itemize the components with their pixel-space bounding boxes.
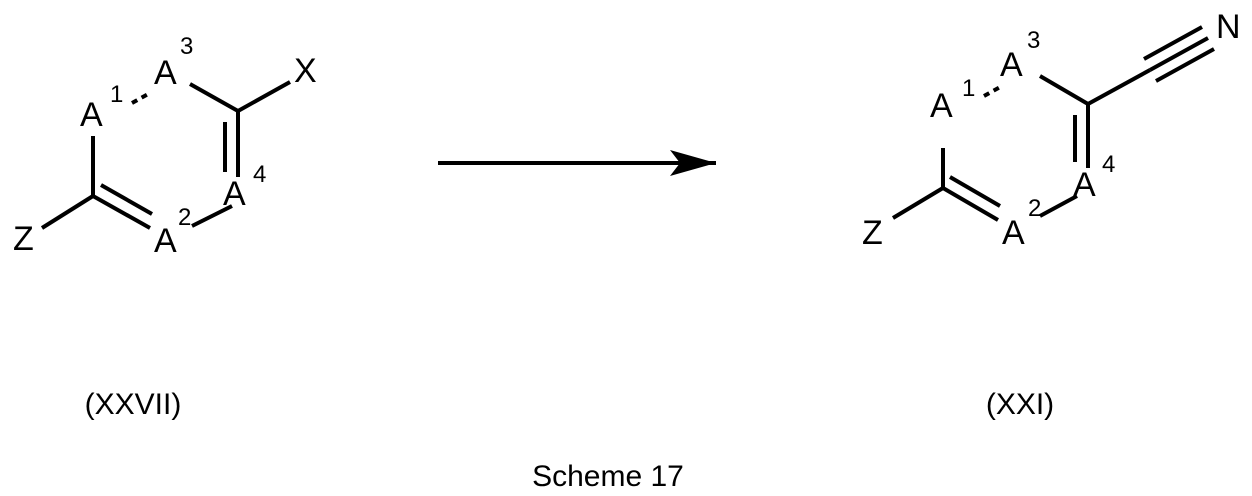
bond-a1-a3-dashed [132, 93, 150, 103]
product-label: (XXI) [986, 388, 1054, 421]
atom-a1: A [930, 87, 953, 125]
atom-x: X [294, 52, 317, 90]
locant-1: 1 [110, 81, 123, 108]
atom-z: Z [862, 214, 883, 252]
bond-c-a3 [190, 84, 238, 111]
atom-a3: A [1000, 46, 1023, 84]
bond-triple-3 [1156, 49, 1214, 81]
bond-a1-a3-dashed [984, 86, 1002, 96]
bond-triple-1 [1150, 38, 1208, 70]
atom-a4: A [1073, 166, 1096, 204]
locant-3: 3 [1027, 27, 1040, 54]
atom-a1: A [80, 96, 103, 134]
reactant-structure: A 1 A 3 X A 4 A 2 Z [13, 33, 317, 260]
scheme-caption: Scheme 17 [532, 460, 684, 493]
atom-a2: A [1002, 214, 1025, 252]
reactant-label: (XXVII) [85, 388, 182, 421]
atom-n: N [1216, 8, 1241, 46]
bond-triple-2 [1144, 27, 1202, 59]
bond-c-cn [1088, 70, 1150, 104]
bond-c-a2 [93, 196, 150, 228]
locant-4: 4 [1102, 151, 1115, 178]
atom-a4: A [223, 175, 246, 213]
bond-c-a2 [943, 188, 998, 220]
locant-1: 1 [962, 75, 975, 102]
locant-4: 4 [253, 161, 266, 188]
bond-c-x [238, 82, 290, 111]
bond-c-a2-double [950, 177, 1000, 206]
bond-c-a2-double [101, 185, 152, 214]
bond-a2-a4 [1040, 196, 1077, 216]
bond-c-z [893, 188, 943, 218]
product-structure: A 1 A 3 N A 4 A 2 Z [862, 8, 1241, 252]
bond-c-z [42, 196, 93, 228]
locant-2: 2 [1028, 195, 1041, 222]
atom-a3: A [154, 54, 177, 92]
locant-2: 2 [178, 204, 191, 231]
atom-a2: A [154, 222, 177, 260]
locant-3: 3 [180, 33, 193, 60]
atom-z: Z [13, 220, 34, 258]
bond-c-a3 [1040, 76, 1088, 104]
